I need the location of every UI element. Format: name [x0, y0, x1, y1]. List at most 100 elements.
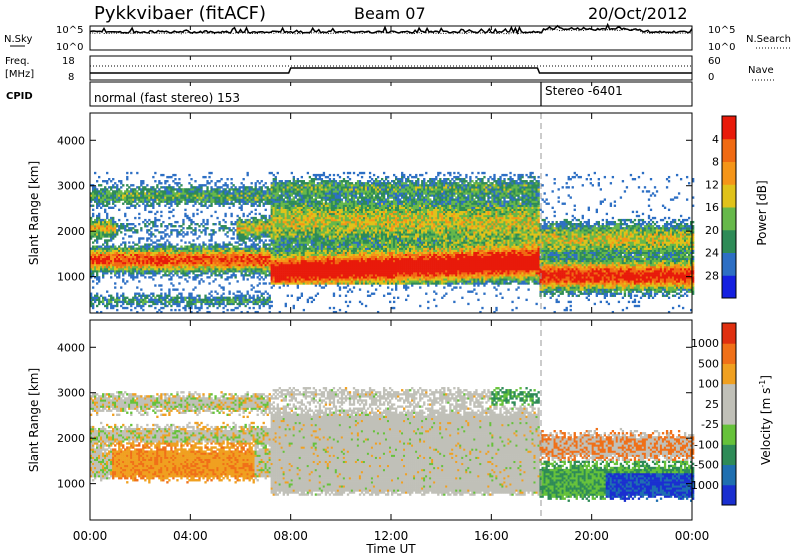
heatmap-cell — [293, 209, 295, 211]
heatmap-cell — [158, 205, 160, 207]
freq-panel: Freq. [MHz] 18 8 60 0 Nave — [5, 56, 776, 83]
heatmap-cell — [267, 256, 269, 258]
heatmap-cell — [136, 297, 138, 299]
heatmap-cell — [299, 264, 301, 266]
heatmap-cell — [156, 194, 158, 196]
heatmap-cell — [232, 301, 234, 303]
heatmap-cell — [92, 256, 94, 258]
heatmap-cell — [321, 268, 323, 270]
heatmap-cell — [192, 258, 194, 260]
heatmap-cell — [325, 217, 327, 219]
heatmap-cell — [311, 178, 313, 180]
heatmap-cell — [299, 278, 301, 280]
heatmap-cell — [96, 233, 98, 235]
heatmap-cell — [309, 196, 311, 198]
heatmap-cell — [323, 205, 325, 207]
heatmap-cell — [224, 272, 226, 274]
heatmap-cell — [261, 256, 263, 258]
heatmap-cell — [253, 201, 255, 203]
heatmap-cell — [102, 196, 104, 198]
heatmap-cell — [122, 270, 124, 272]
heatmap-cell — [309, 213, 311, 215]
heatmap-cell — [277, 207, 279, 209]
heatmap-cell — [251, 297, 253, 299]
heatmap-cell — [114, 274, 116, 276]
heatmap-cell — [128, 223, 130, 225]
heatmap-cell — [136, 194, 138, 196]
heatmap-cell — [148, 233, 150, 235]
heatmap-cell — [267, 186, 269, 188]
heatmap-cell — [160, 301, 162, 303]
heatmap-cell — [178, 293, 180, 295]
heatmap-cell — [319, 252, 321, 254]
heatmap-cell — [104, 262, 106, 264]
heatmap-cell — [327, 225, 329, 227]
heatmap-cell — [263, 241, 265, 243]
heatmap-cell — [150, 194, 152, 196]
heatmap-cell — [321, 262, 323, 264]
heatmap-cell — [184, 278, 186, 280]
heatmap-cell — [160, 288, 162, 290]
heatmap-cell — [315, 233, 317, 235]
heatmap-cell — [279, 270, 281, 272]
heatmap-cell — [170, 233, 172, 235]
heatmap-cell — [311, 274, 313, 276]
heatmap-cell — [230, 229, 232, 231]
heatmap-cell — [220, 256, 222, 258]
heatmap-cell — [102, 229, 104, 231]
heatmap-cell — [311, 196, 313, 198]
heatmap-cell — [170, 254, 172, 256]
heatmap-cell — [234, 221, 236, 223]
heatmap-cell — [126, 280, 128, 282]
heatmap-cell — [176, 233, 178, 235]
heatmap-cell — [243, 203, 245, 205]
heatmap-cell — [309, 198, 311, 200]
heatmap-cell — [106, 272, 108, 274]
heatmap-cell — [265, 254, 267, 256]
heatmap-cell — [309, 203, 311, 205]
heatmap-cell — [192, 256, 194, 258]
heatmap-cell — [331, 278, 333, 280]
heatmap-cell — [321, 233, 323, 235]
heatmap-cell — [166, 192, 168, 194]
heatmap-cell — [257, 219, 259, 221]
heatmap-cell — [124, 198, 126, 200]
heatmap-cell — [293, 215, 295, 217]
heatmap-cell — [210, 180, 212, 182]
heatmap-cell — [124, 252, 126, 254]
heatmap-cell — [238, 186, 240, 188]
heatmap-cell — [94, 219, 96, 221]
heatmap-cell — [311, 205, 313, 207]
heatmap-cell — [297, 250, 299, 252]
heatmap-cell — [110, 307, 112, 309]
heatmap-cell — [313, 246, 315, 248]
heatmap-cell — [232, 254, 234, 256]
heatmap-cell — [144, 243, 146, 245]
heatmap-cell — [172, 246, 174, 248]
heatmap-cell — [331, 190, 333, 192]
heatmap-cell — [168, 217, 170, 219]
heatmap-cell — [299, 252, 301, 254]
heatmap-cell — [130, 205, 132, 207]
heatmap-cell — [124, 248, 126, 250]
heatmap-cell — [124, 262, 126, 264]
heatmap-cell — [232, 268, 234, 270]
heatmap-cell — [293, 186, 295, 188]
heatmap-cell — [313, 217, 315, 219]
heatmap-cell — [206, 246, 208, 248]
heatmap-cell — [152, 293, 154, 295]
heatmap-cell — [226, 270, 228, 272]
heatmap-cell — [259, 201, 261, 203]
heatmap-cell — [174, 250, 176, 252]
heatmap-cell — [317, 280, 319, 282]
heatmap-cell — [301, 186, 303, 188]
heatmap-cell — [329, 215, 331, 217]
heatmap-cell — [214, 190, 216, 192]
heatmap-cell — [323, 241, 325, 243]
heatmap-cell — [299, 233, 301, 235]
heatmap-cell — [204, 192, 206, 194]
heatmap-cell — [222, 205, 224, 207]
heatmap-cell — [281, 215, 283, 217]
heatmap-cell — [249, 231, 251, 233]
heatmap-cell — [170, 309, 172, 311]
